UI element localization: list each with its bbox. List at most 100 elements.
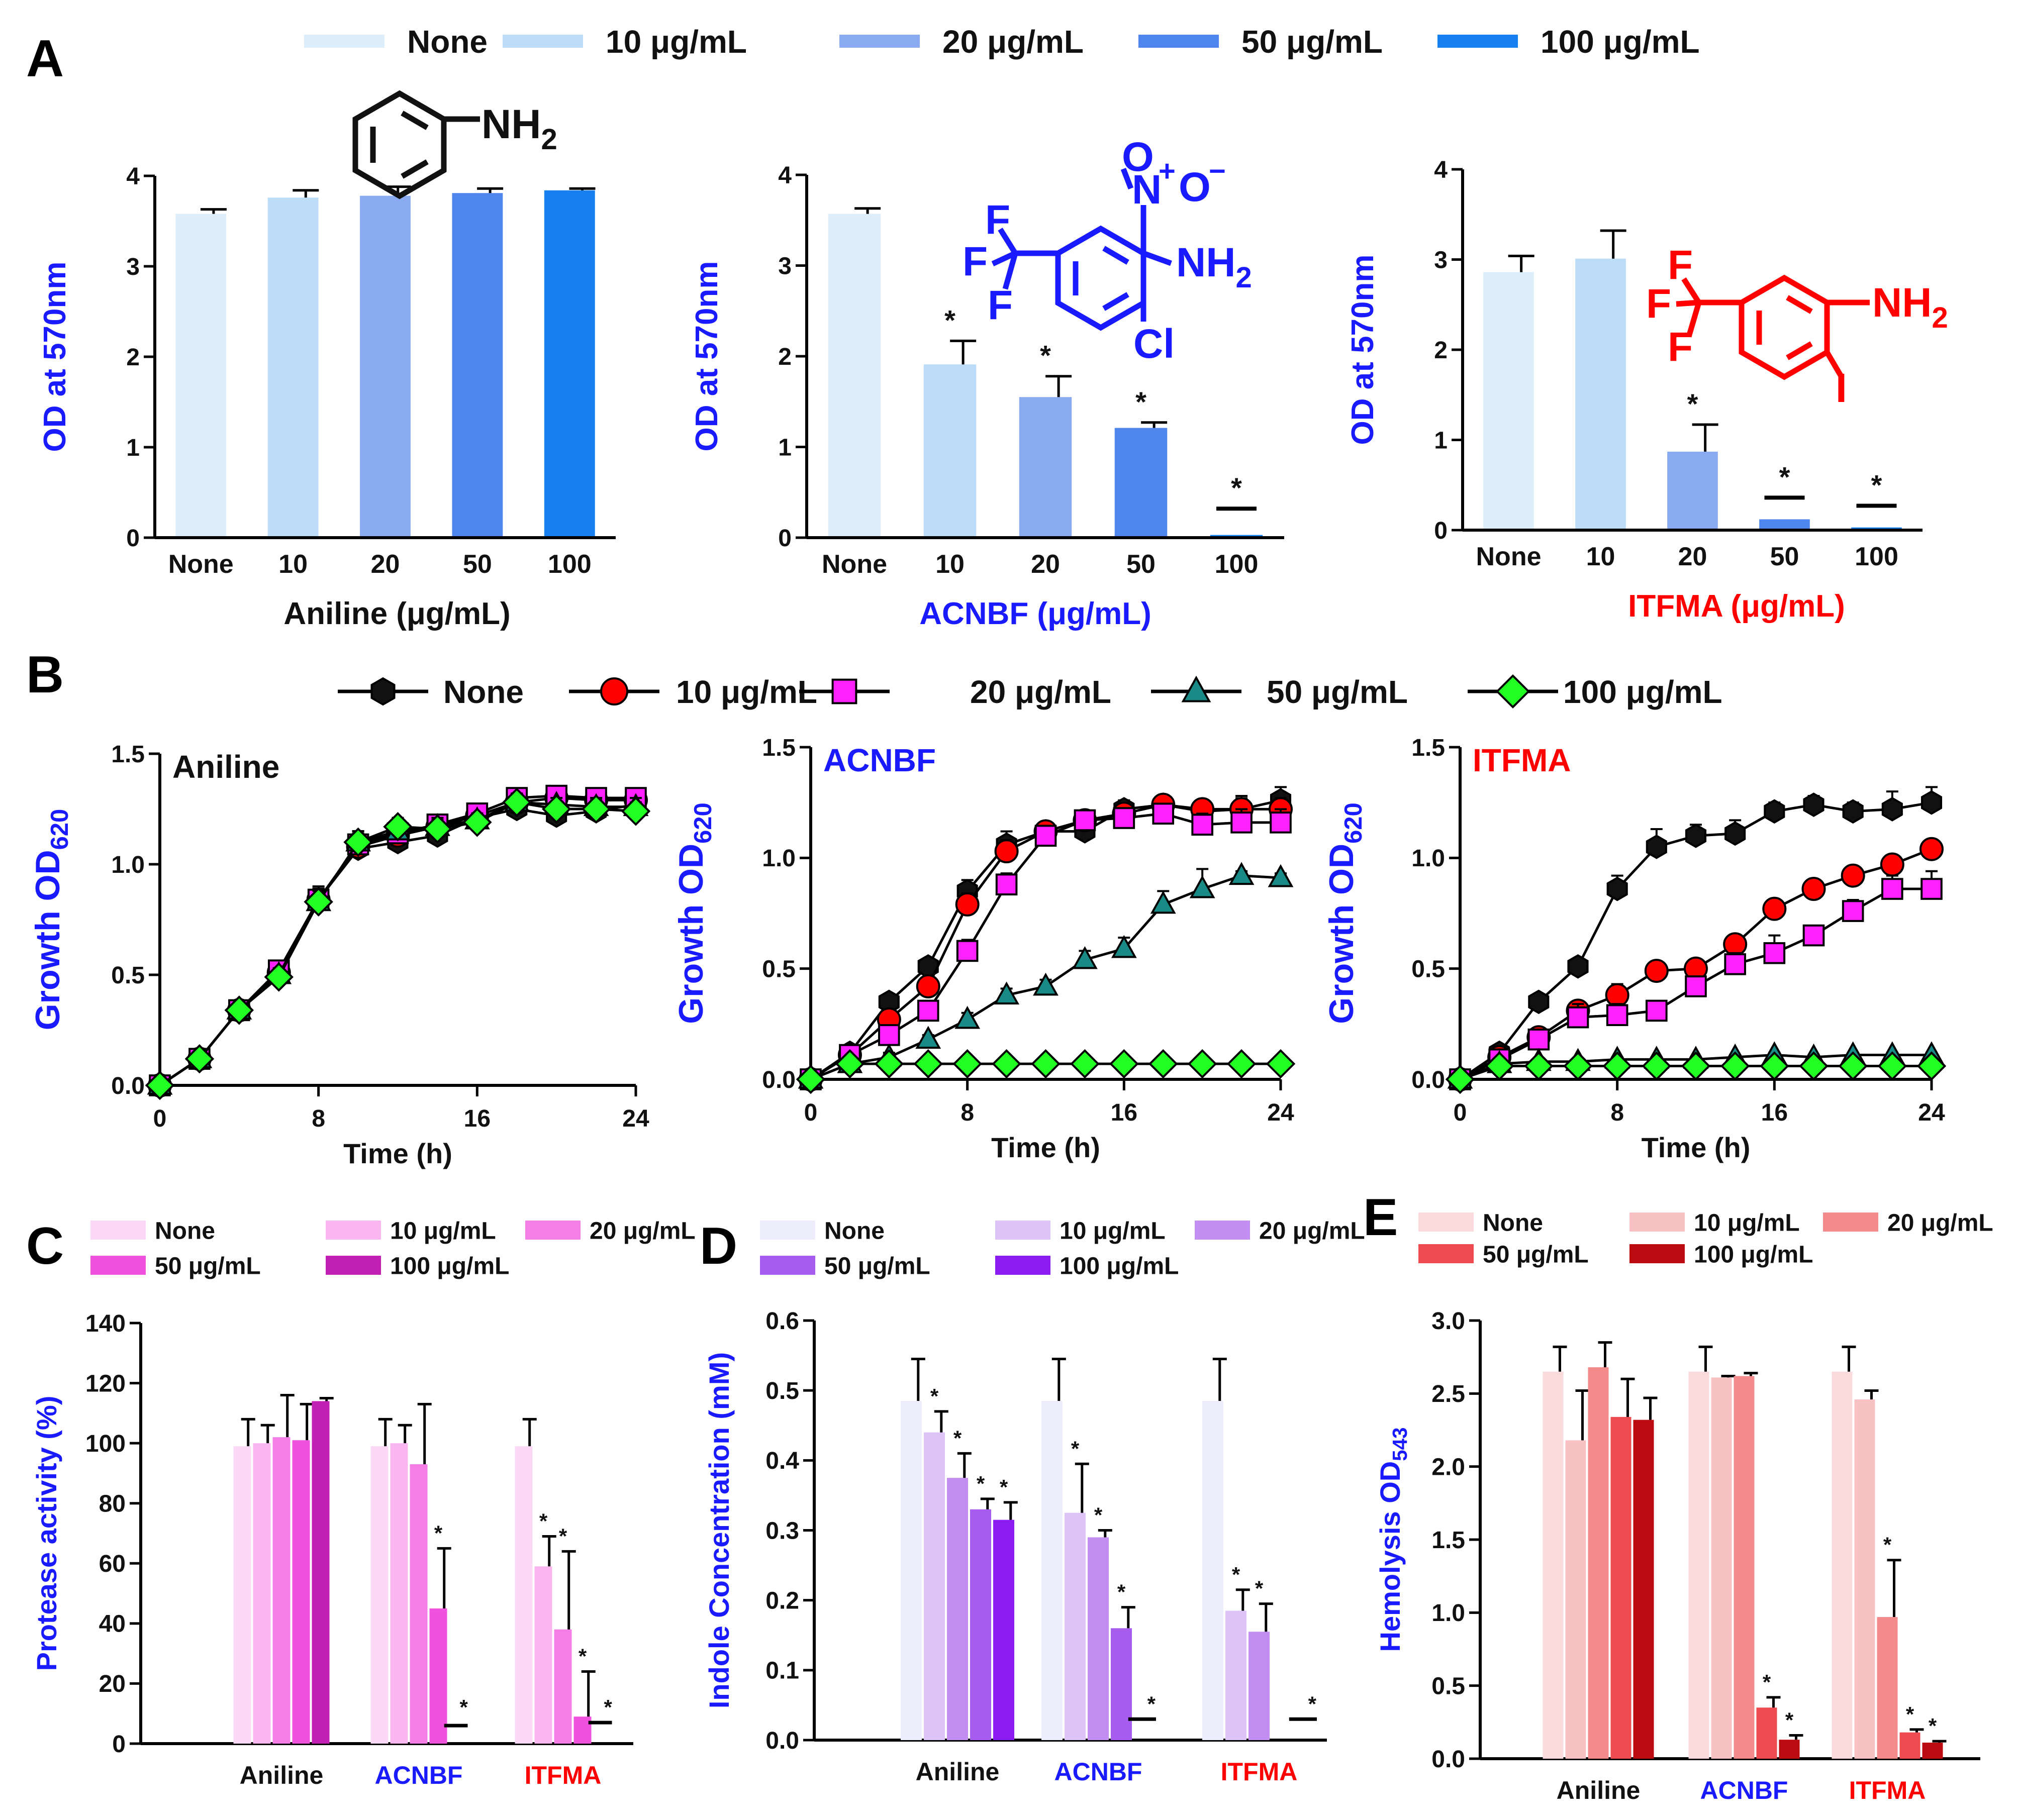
legend-label-10-g-ml: 10 μg/mL — [1694, 1209, 1800, 1236]
y-tick-label: 0.2 — [765, 1587, 799, 1614]
point-50-g-ml-t18 — [1150, 890, 1176, 914]
x-tick-label: 16 — [464, 1105, 491, 1132]
y-axis-title: Protease activity (%) — [31, 1396, 62, 1671]
legend-marker-none — [370, 677, 396, 706]
legend-panel-c: None 10 μg/mL 20 μg/mL 50 μg/mL 100 μg/mL — [90, 1218, 696, 1279]
x-tick-label: 20 — [1678, 542, 1707, 571]
y-tick-label: 0.5 — [762, 956, 796, 982]
point-20-g-ml-t18 — [1152, 802, 1175, 825]
y-tick-label: 3 — [1434, 247, 1448, 273]
bar-10 — [1575, 258, 1626, 530]
point-none-t16 — [1764, 799, 1785, 824]
point-20-g-ml-t6 — [917, 999, 939, 1022]
bar-aniline-none — [1543, 1371, 1564, 1759]
significance-star: * — [1000, 1475, 1008, 1499]
acnbf-nh2: NH2 — [1176, 240, 1252, 294]
legend-panel-e: None 10 μg/mL 20 μg/mL 50 μg/mL 100 μg/mL — [1418, 1209, 1993, 1268]
legend-label-none: None — [1483, 1209, 1543, 1236]
x-tick-label: None — [168, 550, 234, 579]
legend-marker-100-g-ml — [1495, 674, 1530, 709]
y-tick-label: 0 — [126, 525, 140, 552]
legend-label-20-g-ml: 20 μg/mL — [590, 1218, 696, 1244]
x-axis-title: Aniline (μg/mL) — [283, 596, 510, 631]
bar-acnbf-20-g-ml — [1734, 1376, 1755, 1759]
svg-text:F: F — [988, 282, 1013, 328]
bar-acnbf-20-g-ml — [1088, 1537, 1109, 1740]
point-none-t14 — [1724, 821, 1746, 846]
x-tick-label: 50 — [1770, 542, 1799, 571]
significance-star: * — [460, 1695, 468, 1719]
chart-acnbf-od570: 0 1 2 3 4 OD at 570nm None * 10 * 20 * 50 * 100 ACNBF (… — [690, 162, 1284, 631]
legend-label-100-g-ml: 100 μg/mL — [1694, 1241, 1813, 1268]
significance-star: * — [977, 1472, 985, 1495]
y-tick-label: 2 — [778, 344, 792, 370]
significance-star: * — [559, 1524, 567, 1548]
significance-star: * — [1117, 1580, 1126, 1604]
legend-marker-20-g-ml — [831, 678, 857, 704]
significance-star: * — [953, 1426, 962, 1450]
point-100-g-ml-t6 — [264, 962, 294, 992]
point-100-g-ml-t10 — [1642, 1051, 1672, 1081]
y-tick-label: 1.5 — [111, 741, 145, 768]
point-none-t24 — [1920, 790, 1943, 815]
legend-label-none: None — [824, 1218, 885, 1244]
point-100-g-ml-t18 — [1148, 1049, 1178, 1079]
y-tick-label: 3 — [778, 253, 792, 279]
point-100-g-ml-t20 — [1838, 1051, 1868, 1081]
legend-label-100-g-ml: 100 μg/mL — [1060, 1253, 1179, 1279]
bar-aniline-20-g-ml — [272, 1437, 291, 1744]
y-tick-label: 0.4 — [765, 1448, 799, 1474]
bar-aniline-10-g-ml — [1565, 1440, 1586, 1759]
y-tick-label: 0 — [112, 1731, 126, 1758]
bar-50 — [1759, 519, 1810, 530]
bar-acnbf-none — [1688, 1371, 1709, 1759]
point-20-g-ml-t10 — [1646, 999, 1668, 1022]
bar-20 — [360, 195, 411, 538]
bar-acnbf-none — [1041, 1401, 1063, 1740]
point-none-t18 — [1803, 792, 1824, 817]
y-tick-label: 1.0 — [1411, 845, 1445, 872]
point-20-g-ml-t12 — [1685, 975, 1707, 997]
point-50-g-ml-t16 — [1111, 935, 1137, 958]
point-100-g-ml-t24 — [1916, 1051, 1947, 1081]
svg-text:F: F — [985, 197, 1010, 243]
x-tick-label: None — [1476, 542, 1542, 571]
legend-label-50-g-ml: 50 μg/mL — [155, 1253, 261, 1279]
point-none-t22 — [1881, 797, 1903, 822]
bar-aniline-10-g-ml — [924, 1432, 945, 1740]
legend-label-none: None — [443, 674, 524, 710]
legend-swatch-none — [304, 35, 385, 48]
svg-text:F: F — [963, 239, 988, 284]
y-tick-label: 0.0 — [1431, 1746, 1465, 1773]
svg-text:F: F — [1668, 324, 1693, 370]
y-tick-label: 1.0 — [111, 852, 145, 878]
y-tick-label: 1.0 — [762, 845, 796, 872]
bar-50 — [452, 193, 503, 538]
point-10-g-ml-t16 — [1762, 896, 1787, 921]
bar-acnbf-50-g-ml — [1111, 1628, 1132, 1740]
point-20-g-ml-t10 — [995, 873, 1018, 896]
significance-star: * — [1906, 1702, 1914, 1726]
point-10-g-ml-t10 — [1644, 959, 1669, 983]
x-axis-title: Time (h) — [991, 1132, 1100, 1163]
y-axis-title: Indole Concentration (mM) — [703, 1352, 735, 1708]
legend-swatch-50-g-ml — [1418, 1244, 1474, 1263]
significance-star: * — [579, 1645, 587, 1668]
point-100-g-ml-t0 — [145, 1070, 175, 1100]
x-tick-label: 16 — [1111, 1099, 1137, 1126]
legend-swatch-none — [90, 1221, 146, 1240]
legend-swatch-100-g-ml — [326, 1256, 381, 1275]
legend-marker-50-g-ml — [1181, 675, 1211, 702]
point-none-t10 — [1646, 834, 1667, 859]
x-axis-title: Time (h) — [1642, 1132, 1751, 1163]
legend-label-20-g-ml: 20 μg/mL — [942, 24, 1084, 60]
point-50-g-ml-t14 — [1072, 946, 1098, 969]
point-100-g-ml-t14 — [1720, 1051, 1750, 1081]
chart-acnbf-growth: 0.0 0.5 1.0 1.5 Growth OD620 0 8 16 24 Time (h) AC… — [672, 735, 1296, 1163]
y-tick-label: 2 — [126, 344, 140, 371]
legend-swatch-10-g-ml — [995, 1221, 1050, 1240]
svg-text:O: O — [1179, 164, 1211, 210]
bar-20 — [1667, 451, 1718, 530]
x-tick-label-itfma: ITFMA — [1221, 1758, 1298, 1786]
legend-label-50-g-ml: 50 μg/mL — [824, 1253, 930, 1279]
